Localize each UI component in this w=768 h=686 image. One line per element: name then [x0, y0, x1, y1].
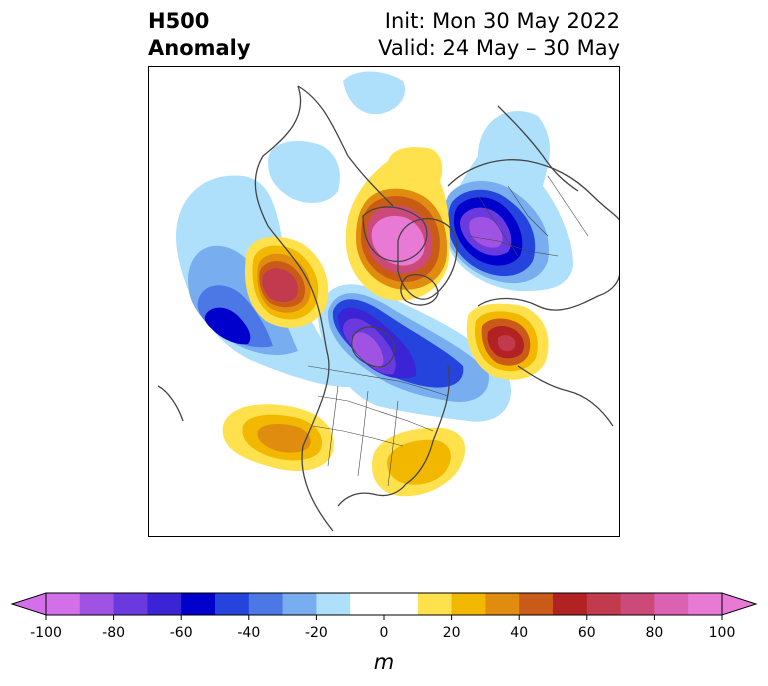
anomaly-map [148, 66, 620, 537]
colorbar-swatch [215, 593, 250, 615]
colorbar-tick-label: -80 [102, 625, 125, 641]
colorbar-tick-label: 60 [578, 625, 596, 641]
chart-title-left: H500 Anomaly [148, 8, 251, 62]
negative-anomaly-greenland [343, 71, 406, 115]
colorbar-swatch [46, 593, 81, 615]
colorbar-swatch [553, 593, 588, 615]
colorbar-tick-label: 0 [380, 625, 389, 641]
colorbar-swatch [384, 593, 419, 615]
colorbar-tick-label: 100 [709, 625, 736, 641]
colorbar-swatch [181, 593, 216, 615]
coastlines [157, 85, 620, 532]
colorbar-tick-label: -40 [237, 625, 260, 641]
colorbar-swatch [519, 593, 554, 615]
colorbar-swatches [10, 592, 758, 616]
colorbar-swatch [485, 593, 520, 615]
colorbar-swatch [417, 593, 453, 615]
positive-anomaly-arctic [345, 147, 451, 301]
init-date-label: Init: Mon 30 May 2022 [384, 9, 620, 33]
colorbar-swatch [79, 593, 115, 615]
colorbar-unit-label: m [374, 650, 394, 674]
colorbar-swatch [147, 593, 182, 615]
colorbar-tick-label: 80 [645, 625, 663, 641]
colorbar-swatch [316, 593, 351, 615]
negative-anomaly-siberia [443, 110, 573, 291]
valid-range-label: Valid: 24 May – 30 May [378, 36, 620, 60]
colorbar-extend-max-arrow [721, 592, 758, 616]
positive-anomaly-europe [466, 303, 549, 380]
title-line-h500: H500 [148, 9, 210, 33]
colorbar-tick-label: 40 [510, 625, 528, 641]
colorbar-extend-min-arrow [10, 592, 47, 616]
colorbar-tick-label: -60 [170, 625, 193, 641]
colorbar-ticks: -100 -80 -60 -40 -20 0 20 40 60 80 100 [30, 615, 735, 641]
political-borders [307, 175, 589, 487]
colorbar-swatch [282, 593, 317, 615]
colorbar-swatch [688, 593, 723, 615]
colorbar-swatch [113, 593, 148, 615]
colorbar-tick-label: -20 [305, 625, 328, 641]
colorbar-swatch [654, 593, 689, 615]
positive-anomaly-alaska [245, 236, 329, 328]
chart-title-right: Init: Mon 30 May 2022 Valid: 24 May – 30… [378, 8, 620, 62]
colorbar-tick-label: -100 [30, 625, 62, 641]
negative-anomaly-north [268, 141, 340, 203]
colorbar-tick-label: 20 [443, 625, 461, 641]
colorbar-swatch [451, 593, 486, 615]
colorbar: -100 -80 -60 -40 -20 0 20 40 60 80 100 m [10, 592, 758, 674]
positive-anomaly-east-us [371, 427, 466, 497]
title-line-anomaly: Anomaly [148, 36, 251, 60]
colorbar-swatch [620, 593, 655, 615]
colorbar-swatch [350, 593, 385, 615]
colorbar-swatch [248, 593, 284, 615]
colorbar-swatch [586, 593, 622, 615]
